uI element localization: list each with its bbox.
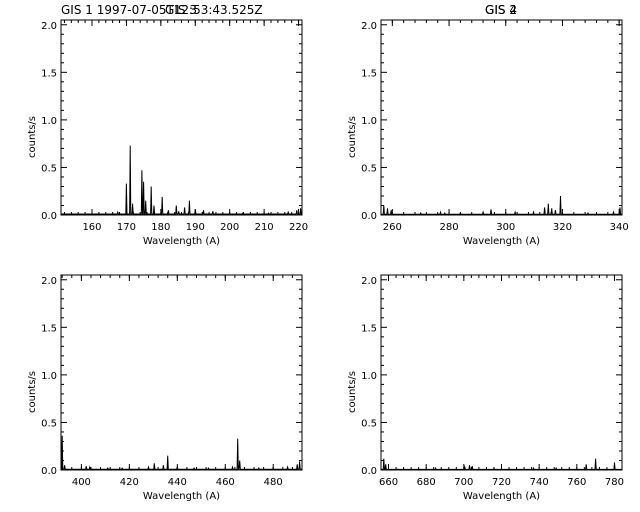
x-tick-label: 340 <box>610 222 629 233</box>
plot-frame <box>380 19 623 216</box>
y-tick-label: 1.0 <box>41 116 57 127</box>
y-tick-label: 0.0 <box>41 466 57 477</box>
y-tick-label: 1.0 <box>361 116 377 127</box>
chart-panel-4: GIS 4 660 680 700 720 740 760 780 0.0 0.5 1.0 1.5 2.… <box>347 3 624 502</box>
x-tick-label: 200 <box>220 222 239 233</box>
y-tick-label: 2.0 <box>361 21 377 32</box>
y-tick-label: 1.5 <box>361 323 377 334</box>
y-axis-label: counts/s <box>27 116 38 158</box>
y-tick-label: 0.5 <box>361 163 377 174</box>
x-tick-label: 160 <box>82 222 101 233</box>
x-tick-label: 180 <box>151 222 170 233</box>
x-tick-label: 280 <box>440 222 459 233</box>
y-tick-label: 2.0 <box>361 276 377 287</box>
y-tick-label: 0.5 <box>361 418 377 429</box>
x-tick-label: 400 <box>72 477 91 488</box>
x-tick-label: 480 <box>264 477 283 488</box>
spectrum-line <box>381 195 622 215</box>
y-tick-label: 1.5 <box>41 323 57 334</box>
x-axis-label: Wavelength (A) <box>143 491 220 502</box>
y-tick-label: 0.5 <box>41 163 57 174</box>
chart-title: GIS 2 <box>485 3 517 17</box>
y-tick-label: 2.0 <box>41 276 57 287</box>
y-tick-label: 0.0 <box>41 211 57 222</box>
x-tick-label: 700 <box>454 477 473 488</box>
chart-panel-1: GIS 1 1997-07-05T12:53:43.525Z 160 170 180 1… <box>27 3 308 247</box>
chart-panel-3: GIS 3 400 420 440 460 480 0.0 0.5 1.0 1.5 2.0 Wavel… <box>27 3 303 502</box>
x-tick-label: 440 <box>168 477 187 488</box>
spectrum-line <box>61 435 302 470</box>
y-axis-label: counts/s <box>27 371 38 413</box>
chart-title: GIS 4 <box>485 3 517 17</box>
x-tick-label: 220 <box>289 222 308 233</box>
y-tick-label: 0.0 <box>361 466 377 477</box>
y-tick-label: 1.5 <box>41 68 57 79</box>
plot-frame <box>60 274 303 471</box>
spectrum-line <box>61 145 302 215</box>
x-tick-label: 460 <box>216 477 235 488</box>
spectrum-line <box>381 458 622 470</box>
chart-title: GIS 1 1997-07-05T12:53:43.525Z <box>61 3 263 17</box>
x-tick-label: 780 <box>605 477 624 488</box>
y-tick-label: 1.0 <box>41 371 57 382</box>
y-axis-label: counts/s <box>347 371 358 413</box>
y-tick-label: 0.5 <box>41 418 57 429</box>
x-tick-label: 300 <box>496 222 515 233</box>
x-axis-label: Wavelength (A) <box>463 236 540 247</box>
x-axis-label: Wavelength (A) <box>463 491 540 502</box>
x-tick-label: 260 <box>383 222 402 233</box>
x-tick-label: 660 <box>379 477 398 488</box>
x-tick-label: 170 <box>117 222 136 233</box>
chart-panel-2: GIS 2 260 280 300 320 340 0.0 0.5 1.0 1.5 2.0 Wavel… <box>347 3 629 247</box>
x-tick-label: 720 <box>492 477 511 488</box>
x-tick-label: 320 <box>553 222 572 233</box>
y-tick-label: 0.0 <box>361 211 377 222</box>
x-tick-label: 680 <box>417 477 436 488</box>
x-tick-label: 420 <box>120 477 139 488</box>
x-tick-label: 190 <box>186 222 205 233</box>
chart-title: GIS 3 <box>165 3 197 17</box>
x-tick-label: 210 <box>255 222 274 233</box>
x-tick-label: 740 <box>530 477 549 488</box>
y-axis-label: counts/s <box>347 116 358 158</box>
x-tick-label: 760 <box>567 477 586 488</box>
y-tick-label: 1.0 <box>361 371 377 382</box>
y-tick-label: 2.0 <box>41 21 57 32</box>
x-axis-label: Wavelength (A) <box>143 236 220 247</box>
y-tick-label: 1.5 <box>361 68 377 79</box>
